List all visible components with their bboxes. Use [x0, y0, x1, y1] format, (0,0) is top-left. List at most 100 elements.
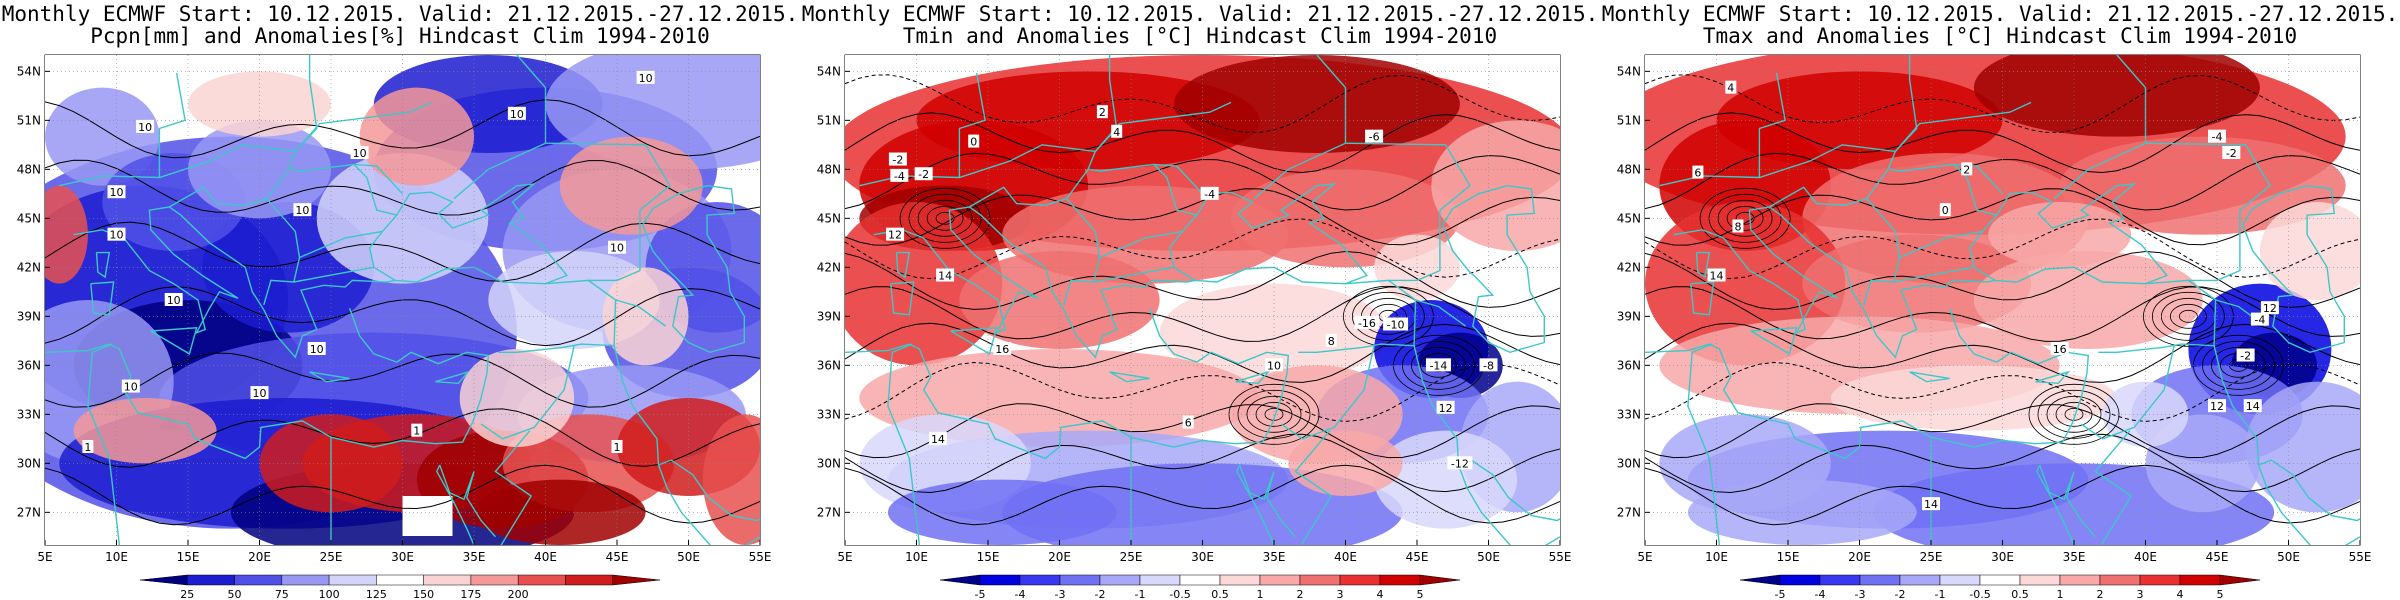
- contour-label-bg: [1939, 203, 1951, 217]
- contour-label-bg: [411, 423, 423, 437]
- colorbar-label: 0.5: [1211, 588, 1229, 600]
- colorbar-segment: [517, 574, 566, 586]
- colorbar-segment: [1979, 574, 2021, 586]
- anomaly-blob: [188, 120, 331, 219]
- coastline: [1298, 279, 1417, 353]
- anomaly-field: [845, 55, 1560, 545]
- longitude-label: 40E: [1334, 550, 1357, 564]
- longitude-label: 35E: [1263, 550, 1286, 564]
- contour-label: -8: [1483, 359, 1494, 372]
- contour-ring: [1726, 205, 1764, 231]
- contour-label-bg: [2208, 129, 2226, 143]
- contour-label: -2: [2226, 147, 2237, 160]
- contour-label: 6: [1185, 417, 1192, 430]
- latitude-label: 36N: [1617, 358, 1641, 372]
- coastline: [2145, 142, 2271, 211]
- longitude-label: 35E: [463, 550, 486, 564]
- contour-label-bg: [164, 293, 183, 306]
- contour-ring: [1402, 340, 1475, 390]
- coastline: [1758, 72, 1786, 178]
- coastline: [90, 281, 115, 316]
- map-svg: 10 10 10 10 10 10 10 10 10 10 10 10 1 1 1 54N 51N 48N 45N…: [17, 54, 771, 600]
- contour-ring: [1699, 187, 1791, 249]
- contour-ring: [2170, 303, 2207, 329]
- coastline: [1063, 198, 1101, 306]
- coastline: [615, 299, 667, 327]
- contour-label-bg: [1365, 129, 1384, 143]
- contour-line: [45, 464, 760, 526]
- contour-ring: [2055, 401, 2093, 427]
- panel-title-line2: Pcpn[mm] and Anomalies[%] Hindcast Clim …: [90, 24, 710, 48]
- latitude-label: 48N: [1617, 162, 1641, 176]
- coastline: [287, 151, 404, 195]
- coastline: [1769, 168, 1889, 208]
- contour-label: -4: [2254, 314, 2265, 327]
- colorbar-label: 50: [228, 588, 242, 600]
- coastline: [1673, 206, 1839, 335]
- contour-label-bg: [1692, 165, 1704, 179]
- contour-label-bg: [1096, 105, 1108, 119]
- longitude-label: 20E: [248, 550, 271, 564]
- contour-label: 16: [2053, 343, 2067, 356]
- colorbar-segment: [939, 574, 981, 586]
- colorbar-label: 4: [1377, 588, 1384, 600]
- grid-lines: [845, 55, 1560, 545]
- coastline: [950, 327, 998, 355]
- latitude-labels: 54N 51N 48N 45N 42N 39N 36N 33N 30N 27N: [17, 64, 50, 519]
- contour-label-bg: [1447, 456, 1473, 470]
- longitude-label: 30E: [1191, 550, 1214, 564]
- longitude-label: 5E: [37, 550, 52, 564]
- coastline: [887, 343, 921, 545]
- coastline: [2036, 464, 2075, 545]
- contour-label: -10: [1387, 319, 1405, 332]
- colorbar-label: -0.5: [1969, 588, 1990, 600]
- longitude-label: 30E: [391, 550, 414, 564]
- longitude-label: 15E: [1777, 550, 1800, 564]
- colorbar-segment: [139, 574, 188, 586]
- colorbar-segment: [1779, 574, 1821, 586]
- contour-ring: [899, 187, 991, 249]
- contour-label: 6: [1694, 167, 1701, 180]
- contour-label-bg: [307, 342, 326, 355]
- latitude-label: 42N: [1617, 260, 1641, 274]
- contour-line: [845, 286, 1560, 342]
- coastline: [968, 183, 1369, 359]
- coastline: [95, 251, 111, 279]
- contour-label: 4: [1727, 82, 1734, 95]
- colorbar-label: -5: [1775, 588, 1786, 600]
- contour-label-bg: [350, 146, 369, 159]
- coastline: [87, 343, 121, 545]
- colorbar-label: 1: [2057, 588, 2064, 600]
- coastline: [294, 101, 432, 152]
- longitude-label: 30E: [1991, 550, 2014, 564]
- anomaly-blob: [702, 414, 760, 545]
- coastline: [480, 345, 575, 440]
- longitude-label: 20E: [1048, 550, 1071, 564]
- contour-label-bg: [250, 386, 269, 400]
- contour-label: -4: [1204, 188, 1215, 201]
- panel-precipitation: Monthly ECMWF Start: 10.12.2015. Valid: …: [0, 0, 800, 600]
- contour-label: -4: [2212, 131, 2223, 144]
- contour-ring: [2202, 340, 2275, 390]
- contour-label-bg: [1922, 497, 1940, 511]
- latitude-label: 39N: [817, 309, 841, 323]
- longitude-label: 50E: [2277, 550, 2300, 564]
- colorbar-label: 5: [2217, 588, 2224, 600]
- longitude-label: 10E: [105, 550, 128, 564]
- contour-line: [845, 218, 1560, 280]
- panel-title-line1: Monthly ECMWF Start: 10.12.2015. Valid: …: [1, 2, 799, 26]
- anomaly-blob: [2245, 381, 2360, 513]
- coastline: [1909, 371, 1950, 383]
- coastline: [435, 370, 471, 385]
- contour-label: 14: [938, 270, 952, 283]
- panel-title-line2: Tmax and Anomalies [°C] Hindcast Clim 19…: [1702, 24, 2298, 48]
- colorbar-label: -4: [1015, 588, 1026, 600]
- anomaly-blob: [1374, 430, 1518, 529]
- contour-label: -2: [892, 154, 903, 167]
- contour-label-bg: [1425, 358, 1451, 372]
- colorbar-segment: [2219, 574, 2261, 586]
- contour-label-bg: [993, 342, 1012, 355]
- panel-tmin: Monthly ECMWF Start: 10.12.2015. Valid: …: [800, 0, 1600, 600]
- contour-label: 10: [295, 204, 309, 217]
- coastline: [2242, 184, 2345, 354]
